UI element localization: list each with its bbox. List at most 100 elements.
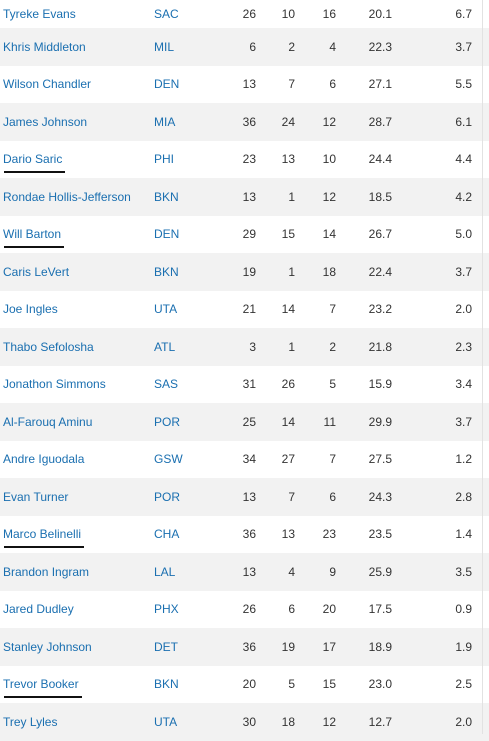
stat-cell-5: 4.4 (455, 152, 472, 167)
stat-cell-5: 2.0 (455, 714, 472, 729)
stat-cell-2: 1 (288, 339, 295, 354)
stat-cell-2: 1 (288, 189, 295, 204)
player-name-link[interactable]: Al-Farouq Aminu (3, 414, 93, 429)
stat-cell-2: 18 (281, 714, 295, 729)
stat-cell-3: 14 (322, 227, 336, 242)
player-name-link[interactable]: James Johnson (3, 114, 88, 129)
player-name-link[interactable]: Khris Middleton (3, 39, 86, 54)
player-name-link[interactable]: Wilson Chandler (3, 77, 92, 92)
stat-cell-4: 29.9 (368, 414, 392, 429)
team-link[interactable]: PHI (154, 152, 175, 167)
stat-cell-4: 22.3 (368, 39, 392, 54)
player-name-link[interactable]: Stanley Johnson (3, 639, 92, 654)
team-link[interactable]: ATL (154, 339, 176, 354)
stat-cell-4: 12.7 (368, 714, 392, 729)
stat-cell-2: 14 (281, 414, 295, 429)
stat-cell-4: 18.5 (368, 189, 392, 204)
team-link[interactable]: GSW (154, 452, 183, 467)
team-link[interactable]: MIA (154, 114, 176, 129)
stat-cell-1: 3 (249, 339, 256, 354)
team-link[interactable]: DET (154, 639, 178, 654)
team-link[interactable]: BKN (154, 264, 179, 279)
team-link[interactable]: UTA (154, 302, 178, 317)
stat-cell-1: 36 (242, 527, 256, 542)
stat-cell-4: 22.4 (368, 264, 392, 279)
stat-cell-5: 3.7 (455, 414, 472, 429)
stat-cell-4: 25.9 (368, 564, 392, 579)
table-row: Al-Farouq Aminu POR 25 14 11 29.9 3.7 (0, 403, 489, 441)
team-link[interactable]: SAC (154, 7, 179, 21)
team-link[interactable]: CHA (154, 527, 180, 542)
stat-cell-3: 4 (329, 39, 336, 54)
stat-cell-3: 20 (322, 602, 336, 617)
player-name-link[interactable]: Caris LeVert (3, 264, 70, 279)
player-name-link[interactable]: Tyreke Evans (3, 7, 76, 21)
player-name-link[interactable]: Andre Iguodala (3, 452, 85, 467)
stat-cell-1: 19 (242, 264, 256, 279)
stat-cell-5: 4.2 (455, 189, 472, 204)
team-link[interactable]: UTA (154, 714, 178, 729)
stat-cell-1: 34 (242, 452, 256, 467)
table-row: Rondae Hollis-Jefferson BKN 13 1 12 18.5 4.2 (0, 178, 489, 216)
team-link[interactable]: BKN (154, 677, 179, 692)
table-row: Caris LeVert BKN 19 1 18 22.4 3.7 (0, 253, 489, 291)
stat-cell-3: 16 (322, 7, 336, 21)
team-link[interactable]: DEN (154, 227, 180, 242)
stat-cell-4: 15.9 (368, 377, 392, 392)
stat-cell-1: 36 (242, 114, 256, 129)
table-row: Tyreke Evans SAC 26 10 16 20.1 6.7 (0, 0, 489, 28)
stat-cell-2: 7 (288, 489, 295, 504)
table-row: Wilson Chandler DEN 13 7 6 27.1 5.5 (0, 66, 489, 104)
team-link[interactable]: POR (154, 489, 181, 504)
table-row: Evan Turner POR 13 7 6 24.3 2.8 (0, 478, 489, 516)
stat-cell-2: 6 (288, 602, 295, 617)
stat-cell-1: 21 (242, 302, 256, 317)
team-link[interactable]: POR (154, 414, 181, 429)
stat-cell-5: 3.7 (455, 264, 472, 279)
team-link[interactable]: MIL (154, 39, 175, 54)
stat-cell-1: 13 (242, 189, 256, 204)
stat-cell-5: 2.8 (455, 489, 472, 504)
player-name-link[interactable]: Brandon Ingram (3, 564, 90, 579)
table-row: Khris Middleton MIL 6 2 4 22.3 3.7 (0, 28, 489, 66)
stat-cell-5: 1.9 (455, 639, 472, 654)
table-row: Andre Iguodala GSW 34 27 7 27.5 1.2 (0, 441, 489, 479)
table-right-border (482, 0, 483, 734)
player-name-link[interactable]: Evan Turner (3, 489, 69, 504)
team-link[interactable]: SAS (154, 377, 179, 392)
table-row: Jonathon Simmons SAS 31 26 5 15.9 3.4 (0, 366, 489, 404)
table-row: Brandon Ingram LAL 13 4 9 25.9 3.5 (0, 553, 489, 591)
stat-cell-3: 7 (329, 452, 336, 467)
player-name-link[interactable]: Dario Saric (3, 152, 66, 174)
stat-cell-2: 13 (281, 527, 295, 542)
table-row: Stanley Johnson DET 36 19 17 18.9 1.9 (0, 628, 489, 666)
team-link[interactable]: PHX (154, 602, 179, 617)
player-name-link[interactable]: Thabo Sefolosha (3, 339, 94, 354)
stat-cell-4: 23.0 (368, 677, 392, 692)
stat-cell-3: 18 (322, 264, 336, 279)
table-row: Trey Lyles UTA 30 18 12 12.7 2.0 (0, 703, 489, 741)
stat-cell-2: 4 (288, 564, 295, 579)
player-name-link[interactable]: Will Barton (3, 227, 65, 249)
player-name-link[interactable]: Jared Dudley (3, 602, 74, 617)
player-name-link[interactable]: Rondae Hollis-Jefferson (3, 189, 131, 204)
table-row: Will Barton DEN 29 15 14 26.7 5.0 (0, 216, 489, 254)
stat-cell-3: 6 (329, 489, 336, 504)
stat-cell-4: 23.2 (368, 302, 392, 317)
stat-cell-1: 23 (242, 152, 256, 167)
player-name-link[interactable]: Joe Ingles (3, 302, 58, 317)
table-row: Dario Saric PHI 23 13 10 24.4 4.4 (0, 141, 489, 179)
player-name-link[interactable]: Marco Belinelli (3, 527, 85, 549)
player-name-link[interactable]: Trey Lyles (3, 714, 58, 729)
stat-cell-4: 27.1 (368, 77, 392, 92)
player-name-link[interactable]: Jonathon Simmons (3, 377, 106, 392)
stat-cell-2: 27 (281, 452, 295, 467)
team-link[interactable]: LAL (154, 564, 176, 579)
player-name-link[interactable]: Trevor Booker (3, 677, 82, 699)
team-link[interactable]: DEN (154, 77, 180, 92)
stat-cell-3: 12 (322, 189, 336, 204)
stat-cell-5: 3.5 (455, 564, 472, 579)
stat-cell-1: 13 (242, 77, 256, 92)
team-link[interactable]: BKN (154, 189, 179, 204)
